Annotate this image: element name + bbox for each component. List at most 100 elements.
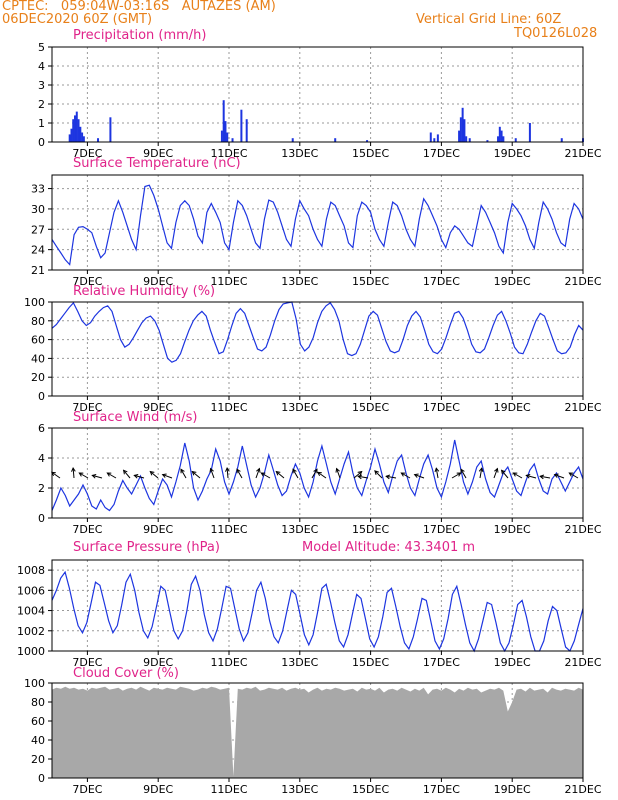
y-tick-label: 30 xyxy=(31,203,45,216)
x-tick-label: 21DEC xyxy=(564,401,601,414)
precip-bar xyxy=(436,134,439,142)
precip-bar xyxy=(226,132,229,142)
wind-arrow xyxy=(92,474,103,479)
x-tick-label: 19DEC xyxy=(494,275,531,288)
wind-arrow xyxy=(540,475,551,479)
wind-arrow-head xyxy=(133,474,139,479)
panel-title-cloud-cover: Cloud Cover (%) xyxy=(73,666,179,681)
wind-arrow xyxy=(358,475,369,479)
panel-title-precipitation: Precipitation (mm/h) xyxy=(73,28,207,43)
precip-bar xyxy=(334,138,337,142)
precip-bar xyxy=(220,130,223,142)
wind-arrow-head xyxy=(260,472,266,477)
header-code: TQ0126L028 xyxy=(514,26,598,41)
x-tick-label: 21DEC xyxy=(564,656,601,669)
precip-bar xyxy=(497,136,500,142)
precip-bar xyxy=(486,140,489,142)
x-tick-label: 7DEC xyxy=(72,275,102,288)
x-tick-label: 17DEC xyxy=(423,523,460,536)
wind-arrow-head xyxy=(50,471,56,477)
y-tick-label: 100 xyxy=(24,677,45,690)
wind-arrow-head xyxy=(161,473,167,478)
wind-arrow xyxy=(513,472,523,479)
x-tick-label: 7DEC xyxy=(72,401,102,414)
precip-bar xyxy=(231,138,234,142)
x-tick-label: 17DEC xyxy=(423,783,460,796)
y-tick-label: 1 xyxy=(38,117,45,130)
wind-arrow xyxy=(493,468,498,479)
x-tick-label: 7DEC xyxy=(72,656,102,669)
y-tick-label: 1006 xyxy=(17,584,45,597)
x-tick-label: 21DEC xyxy=(564,275,601,288)
y-tick-label: 40 xyxy=(31,734,45,747)
wind-arrow-head xyxy=(106,472,112,477)
y-tick-label: 4 xyxy=(38,60,45,73)
wind-arrow xyxy=(162,474,173,479)
precip-bar xyxy=(74,115,77,142)
x-tick-label: 13DEC xyxy=(281,523,318,536)
x-tick-label: 9DEC xyxy=(143,275,173,288)
panel-frame xyxy=(51,559,584,652)
wind-arrow-head xyxy=(385,474,391,480)
y-tick-label: 5 xyxy=(38,41,45,54)
y-tick-label: 80 xyxy=(31,696,45,709)
x-tick-label: 15DEC xyxy=(352,275,389,288)
x-tick-label: 11DEC xyxy=(210,401,247,414)
wind-arrow-head xyxy=(413,473,419,478)
wind-arrow-head xyxy=(209,467,214,473)
wind-arrow xyxy=(569,472,579,479)
y-tick-label: 27 xyxy=(31,223,45,236)
wind-arrow-head xyxy=(149,470,155,476)
precip-bar xyxy=(560,138,563,142)
pressure-line xyxy=(51,570,584,653)
wind-arrow xyxy=(451,472,461,479)
precip-bar xyxy=(459,117,462,142)
y-tick-label: 40 xyxy=(31,352,45,365)
wind-arrow xyxy=(554,474,565,479)
x-tick-label: 9DEC xyxy=(143,783,173,796)
header-run-date: 06DEC2020 60Z (GMT) xyxy=(2,12,153,27)
x-tick-label: 19DEC xyxy=(494,401,531,414)
wind-arrow-head xyxy=(525,474,531,479)
precip-bar xyxy=(70,128,73,142)
precip-bar xyxy=(429,132,432,142)
wind-arrow-head xyxy=(357,470,363,476)
x-tick-label: 13DEC xyxy=(281,401,318,414)
wind-arrow-head xyxy=(357,474,363,480)
precip-bar xyxy=(498,126,501,142)
x-tick-label: 21DEC xyxy=(564,523,601,536)
wind-arrow-head xyxy=(191,470,197,476)
wind-arrow-head xyxy=(256,467,261,473)
y-tick-label: 1002 xyxy=(17,625,45,638)
y-tick-label: 1004 xyxy=(17,605,45,618)
panel-frame xyxy=(51,46,584,143)
wind-arrow-head xyxy=(553,473,559,478)
wind-arrow xyxy=(501,470,509,479)
y-tick-label: 80 xyxy=(31,315,45,328)
x-tick-label: 21DEC xyxy=(564,147,601,160)
wind-arrow xyxy=(150,471,159,479)
y-tick-label: 24 xyxy=(31,244,45,257)
panel-title-pressure: Surface Pressure (hPa) xyxy=(73,540,220,555)
x-tick-label: 11DEC xyxy=(210,147,247,160)
wind-arrow xyxy=(374,470,383,479)
y-tick-label: 2 xyxy=(38,98,45,111)
y-tick-label: 20 xyxy=(31,753,45,766)
precip-bar xyxy=(463,119,466,142)
wind-arrow xyxy=(180,469,187,479)
wind-arrow-head xyxy=(478,467,484,473)
precip-bar xyxy=(514,138,517,142)
wind-arrow-head xyxy=(236,468,241,474)
x-tick-label: 9DEC xyxy=(143,523,173,536)
wind-arrow-head xyxy=(71,466,76,472)
wind-arrow xyxy=(236,469,243,479)
x-tick-label: 13DEC xyxy=(281,783,318,796)
wind-arrow xyxy=(292,469,299,479)
precip-bar xyxy=(366,140,369,142)
y-tick-label: 100 xyxy=(24,296,45,309)
wind-arrow xyxy=(526,474,537,479)
precip-bar xyxy=(222,100,225,142)
precip-bar xyxy=(75,111,78,142)
wind-arrow xyxy=(79,472,89,479)
